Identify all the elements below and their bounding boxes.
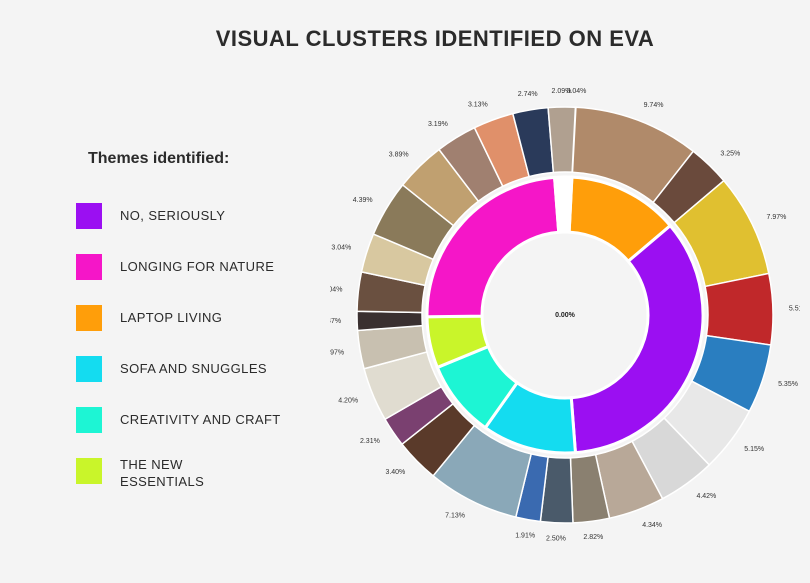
outer-segment-label: 3.19% — [428, 121, 448, 128]
legend-item-the-new-essentials: THE NEW ESSENTIALS — [70, 445, 310, 496]
sunburst-chart: 0.04% 9.74% 3.25% 7.97% 5.51% 5.35% 5.15% 4.42%… — [330, 88, 800, 543]
legend-swatch — [76, 202, 102, 229]
legend-swatch — [76, 253, 102, 280]
legend-label: THE NEW ESSENTIALS — [120, 456, 205, 489]
outer-segment-label: 1.47% — [330, 318, 341, 325]
outer-segment-label: 0.04% — [567, 88, 587, 95]
legend-label: LONGING FOR NATURE — [120, 259, 275, 274]
outer-segment-label: 2.09% — [552, 88, 572, 95]
outer-segment-label: 3.13% — [468, 102, 488, 109]
legend-swatch — [76, 406, 102, 433]
legend-title: Themes identified: — [88, 150, 230, 167]
outer-segment-label: 5.15% — [744, 446, 764, 453]
outer-ring-segment — [704, 272, 774, 346]
legend-swatch — [76, 457, 102, 484]
outer-segment-label: 7.97% — [767, 214, 787, 221]
legend-label: NO, SERIOUSLY — [120, 208, 226, 223]
inner-ring-segment — [552, 175, 574, 234]
outer-segment-label: 4.42% — [696, 493, 716, 500]
outer-segment-label: 4.20% — [338, 398, 358, 405]
outer-segment-label: 3.89% — [389, 151, 409, 158]
outer-segment-label: 2.82% — [583, 534, 603, 541]
inner-ring-segment — [569, 223, 705, 455]
outer-segment-label: 5.35% — [778, 381, 798, 388]
chart-title: VISUAL CLUSTERS IDENTIFIED ON EVA — [215, 26, 655, 51]
outer-segment-label: 4.39% — [353, 197, 373, 204]
outer-segment-label: 5.51% — [789, 306, 800, 313]
outer-segment-label: 3.25% — [720, 151, 740, 158]
outer-segment-label: 4.34% — [642, 522, 662, 529]
outer-segment-label: 3.40% — [385, 469, 405, 476]
outer-ring-segment — [547, 106, 577, 174]
legend-label: SOFA AND SNUGGLES — [120, 361, 267, 376]
outer-ring — [356, 106, 774, 524]
outer-ring-labels: 0.04% 9.74% 3.25% 7.97% 5.51% 5.35% 5.15% 4.42%… — [330, 88, 800, 543]
legend-item-longing-for-nature: LONGING FOR NATURE — [70, 241, 310, 292]
legend-swatch — [76, 304, 102, 331]
legend-swatch — [76, 355, 102, 382]
legend-item-no-seriously: NO, SERIOUSLY — [70, 190, 310, 241]
outer-segment-label: 2.74% — [518, 91, 538, 98]
outer-segment-label: 7.13% — [445, 512, 465, 519]
center-label: 0.00% — [555, 312, 576, 319]
legend-label: LAPTOP LIVING — [120, 310, 223, 325]
outer-segment-label: 3.04% — [331, 245, 351, 252]
outer-segment-label: 2.31% — [360, 438, 380, 445]
legend-item-laptop-living: LAPTOP LIVING — [70, 292, 310, 343]
legend-item-sofa-and-snuggles: SOFA AND SNUGGLES — [70, 343, 310, 394]
legend-label: CREATIVITY AND CRAFT — [120, 412, 281, 427]
inner-ring — [425, 175, 705, 455]
outer-segment-label: 9.74% — [644, 102, 664, 109]
outer-segment-label: 2.97% — [330, 349, 344, 356]
outer-segment-label: 1.91% — [515, 532, 535, 539]
outer-segment-label: 2.50% — [546, 536, 566, 543]
legend-item-creativity-and-craft: CREATIVITY AND CRAFT — [70, 394, 310, 445]
legend: Themes identified: NO, SERIOUSLY LONGING… — [70, 150, 310, 496]
inner-ring-segment — [425, 175, 561, 319]
outer-segment-label: 3.04% — [330, 287, 342, 294]
